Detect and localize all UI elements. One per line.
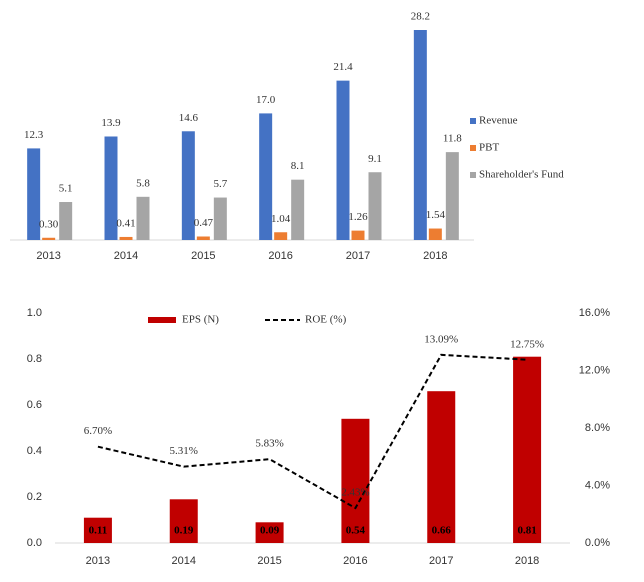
bar — [169, 499, 198, 543]
data-label: 14.6 — [179, 112, 199, 124]
data-label: 0.11 — [89, 525, 108, 537]
bar — [513, 356, 542, 543]
legend-swatch — [470, 172, 476, 178]
bar — [213, 197, 227, 240]
y-tick-label: 0.4 — [27, 445, 42, 457]
bar — [83, 517, 112, 543]
y-tick-label: 1.0 — [27, 307, 42, 319]
line — [97, 353, 528, 510]
bar — [413, 30, 427, 240]
x-tick-label: 2015 — [257, 555, 281, 567]
data-label: 5.7 — [213, 178, 227, 190]
x-tick-label: 2016 — [268, 250, 292, 262]
data-label: 28.2 — [411, 11, 430, 23]
data-label: 5.1 — [59, 183, 73, 195]
bar — [104, 136, 118, 240]
x-tick-label: 2017 — [429, 555, 453, 567]
data-label: 0.09 — [260, 525, 280, 537]
bar — [291, 179, 305, 240]
y2-tick-label: 12.0% — [579, 364, 610, 376]
x-tick-label: 2018 — [515, 555, 539, 567]
y2-tick-label: 4.0% — [585, 479, 610, 491]
data-label: 0.41 — [116, 217, 135, 229]
data-label: 8.1 — [291, 160, 305, 172]
bar — [428, 228, 442, 240]
legend-label: PBT — [479, 142, 499, 154]
bar — [42, 237, 56, 240]
legend-swatch — [470, 145, 476, 151]
y-tick-label: 0.8 — [27, 353, 42, 365]
data-label: 5.8 — [136, 177, 150, 189]
data-label: 0.19 — [174, 525, 194, 537]
x-tick-label: 2016 — [343, 555, 367, 567]
legend-label: ROE (%) — [305, 314, 347, 326]
bar — [255, 522, 284, 543]
x-tick-label: 2015 — [191, 250, 215, 262]
data-label: 21.4 — [333, 61, 353, 73]
data-label: 9.1 — [368, 153, 382, 165]
x-tick-label: 2014 — [114, 250, 138, 262]
bar — [368, 172, 382, 240]
data-label: 13.09% — [424, 333, 458, 345]
data-label: 0.81 — [517, 525, 536, 537]
data-label: 5.83% — [255, 438, 283, 450]
data-label: 0.54 — [346, 525, 366, 537]
legend-swatch — [148, 317, 176, 323]
y-tick-label: 0.6 — [27, 399, 42, 411]
bar — [341, 418, 370, 543]
bar — [136, 196, 150, 240]
data-label: 1.26 — [348, 211, 368, 223]
bar — [181, 131, 195, 240]
y-tick-label: 0.0 — [27, 537, 42, 549]
bar — [336, 80, 350, 240]
bar — [196, 236, 210, 240]
bar — [27, 148, 41, 240]
data-label: 0.47 — [194, 217, 214, 229]
data-label: 17.0 — [256, 94, 276, 106]
data-label: 0.30 — [39, 218, 59, 230]
data-label: 1.04 — [271, 213, 291, 225]
data-label: 12.75% — [510, 338, 544, 350]
bar — [259, 113, 273, 240]
data-label: 6.70% — [84, 425, 112, 437]
legend-label: Shareholder's Fund — [479, 169, 564, 181]
y-tick-label: 0.2 — [27, 491, 42, 503]
y2-tick-label: 16.0% — [579, 307, 610, 319]
bar — [427, 391, 456, 543]
y2-tick-label: 8.0% — [585, 422, 610, 434]
bar — [119, 236, 133, 240]
data-label: 2.43% — [341, 487, 369, 499]
bar — [445, 152, 459, 240]
legend-label: Revenue — [479, 115, 518, 127]
y2-tick-label: 0.0% — [585, 537, 610, 549]
bar — [351, 230, 365, 240]
data-label: 11.8 — [443, 133, 462, 145]
data-label: 12.3 — [24, 129, 44, 141]
legend-swatch — [470, 118, 476, 124]
data-label: 0.66 — [432, 525, 452, 537]
x-tick-label: 2014 — [172, 555, 196, 567]
data-label: 1.54 — [426, 209, 446, 221]
x-tick-label: 2017 — [346, 250, 370, 262]
legend-label: EPS (N) — [182, 314, 219, 326]
x-tick-label: 2018 — [423, 250, 447, 262]
data-label: 13.9 — [101, 117, 121, 129]
x-tick-label: 2013 — [36, 250, 60, 262]
bar — [274, 232, 288, 240]
bar — [59, 202, 73, 240]
data-label: 5.31% — [170, 445, 198, 457]
x-tick-label: 2013 — [86, 555, 110, 567]
